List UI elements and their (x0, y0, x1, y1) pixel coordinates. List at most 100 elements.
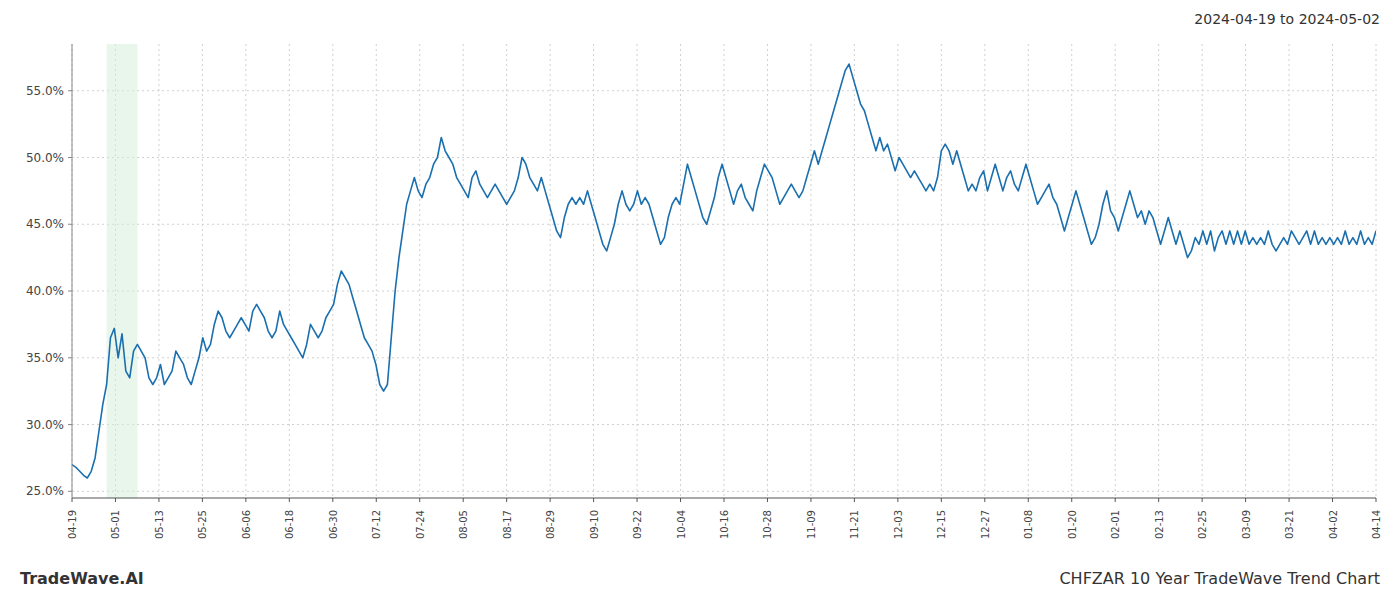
x-tick (463, 498, 464, 502)
grid-line-x (680, 44, 681, 498)
x-tick-label: 09-22 (632, 510, 643, 539)
x-tick (202, 498, 203, 502)
x-tick (680, 498, 681, 502)
grid-line-x (376, 44, 377, 498)
annotation: TradeWave.AI (20, 569, 144, 588)
x-tick (941, 498, 942, 502)
x-tick-label: 12-27 (980, 510, 991, 539)
x-tick-label: 08-29 (545, 510, 556, 539)
x-tick (419, 498, 420, 502)
y-tick (68, 491, 72, 492)
grid-line-x (637, 44, 638, 498)
grid-line-x (158, 44, 159, 498)
x-tick-label: 01-08 (1023, 510, 1034, 539)
grid-line-x (941, 44, 942, 498)
x-tick-label: 04-02 (1328, 510, 1339, 539)
grid-line-x (767, 44, 768, 498)
x-tick-label: 11-09 (806, 510, 817, 539)
y-tick (68, 357, 72, 358)
y-tick (68, 157, 72, 158)
x-tick (158, 498, 159, 502)
grid-line-x (854, 44, 855, 498)
x-tick-label: 03-21 (1284, 510, 1295, 539)
grid-line-x (810, 44, 811, 498)
x-tick-label: 12-03 (893, 510, 904, 539)
x-tick-label: 04-14 (1371, 510, 1382, 539)
x-tick-label: 06-30 (328, 510, 339, 539)
y-tick (68, 424, 72, 425)
x-tick-label: 10-16 (719, 510, 730, 539)
x-tick (1071, 498, 1072, 502)
x-tick (1158, 498, 1159, 502)
grid-line-y (72, 357, 1376, 358)
x-tick-label: 04-19 (67, 510, 78, 539)
grid-line-x (419, 44, 420, 498)
grid-line-x (1332, 44, 1333, 498)
x-tick (767, 498, 768, 502)
grid-line-x (463, 44, 464, 498)
grid-line-x (724, 44, 725, 498)
grid-line-x (1071, 44, 1072, 498)
x-tick (115, 498, 116, 502)
y-tick-label: 35.0% (26, 351, 64, 365)
x-tick (506, 498, 507, 502)
highlight-span (107, 44, 138, 498)
x-tick-label: 02-01 (1110, 510, 1121, 539)
x-tick-label: 07-24 (415, 510, 426, 539)
line (72, 64, 1376, 478)
x-tick-label: 12-15 (936, 510, 947, 539)
x-tick-label: 05-25 (197, 510, 208, 539)
grid-line-x (1376, 44, 1377, 498)
y-tick (68, 224, 72, 225)
x-tick-label: 05-13 (154, 510, 165, 539)
x-tick (72, 498, 73, 502)
x-tick (376, 498, 377, 502)
y-tick-label: 55.0% (26, 84, 64, 98)
x-tick (1028, 498, 1029, 502)
grid-line-y (72, 157, 1376, 158)
x-tick (1245, 498, 1246, 502)
x-tick (810, 498, 811, 502)
x-tick-label: 03-09 (1241, 510, 1252, 539)
grid-line-x (202, 44, 203, 498)
y-tick-label: 40.0% (26, 284, 64, 298)
background (0, 0, 1400, 600)
y-tick (68, 90, 72, 91)
x-tick-label: 11-21 (849, 510, 860, 539)
x-tick (637, 498, 638, 502)
grid-line-x (897, 44, 898, 498)
x-tick-label: 02-25 (1197, 510, 1208, 539)
x-tick-label: 01-20 (1067, 510, 1078, 539)
x-tick (289, 498, 290, 502)
x-tick (245, 498, 246, 502)
x-tick-label: 08-17 (502, 510, 513, 539)
x-tick (724, 498, 725, 502)
grid-line-x (1245, 44, 1246, 498)
grid-line-x (593, 44, 594, 498)
x-tick (550, 498, 551, 502)
grid-line-x (1202, 44, 1203, 498)
grid-line-x (506, 44, 507, 498)
x-tick-label: 02-13 (1154, 510, 1165, 539)
grid-line-x (332, 44, 333, 498)
x-tick (854, 498, 855, 502)
x-tick-label: 07-12 (371, 510, 382, 539)
y-tick-label: 25.0% (26, 484, 64, 498)
subtitle: 2024-04-19 to 2024-05-02 (1194, 11, 1380, 27)
grid (72, 44, 1376, 498)
chart: 25.0%30.0%35.0%40.0%45.0%50.0%55.0%04-19… (0, 0, 1400, 600)
x-tick (1332, 498, 1333, 502)
x-tick (332, 498, 333, 502)
grid-line-x (550, 44, 551, 498)
x-tick (1115, 498, 1116, 502)
grid-line-x (1158, 44, 1159, 498)
x-tick-label: 08-05 (458, 510, 469, 539)
x-tick (1289, 498, 1290, 502)
x-tick-label: 10-04 (676, 510, 687, 539)
grid-line-x (1115, 44, 1116, 498)
x-tick (897, 498, 898, 502)
x-tick-label: 05-01 (110, 510, 121, 539)
y-tick-label: 50.0% (26, 151, 64, 165)
grid-line-x (1028, 44, 1029, 498)
x-tick-label: 09-10 (589, 510, 600, 539)
